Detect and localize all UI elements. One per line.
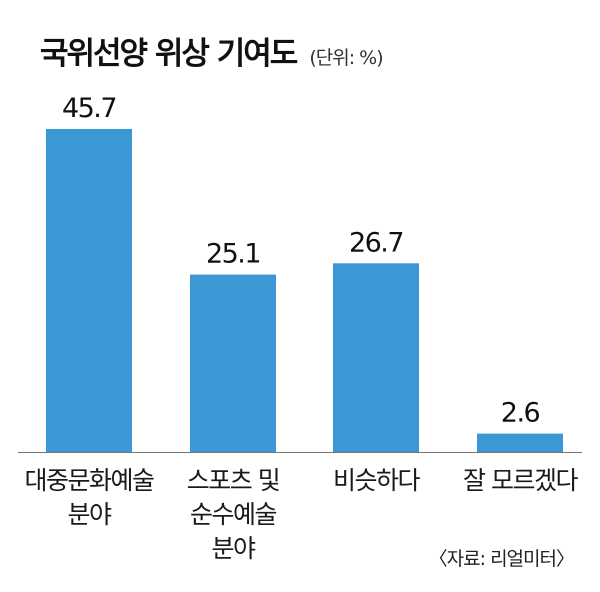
category-label-line: 스포츠 및	[186, 466, 281, 495]
data-label-1: 45.7	[62, 93, 116, 124]
category-label-line: 분야	[211, 534, 256, 563]
data-label-2: 25.1	[206, 239, 260, 270]
bar-2	[190, 274, 276, 452]
category-label-line: 잘 모르겠다	[463, 466, 578, 495]
data-label-3: 26.7	[349, 227, 403, 258]
bar-3	[333, 263, 419, 452]
category-label-line: 순수예술	[189, 500, 278, 529]
chart-title: 국위선양 위상 기여도	[40, 36, 298, 72]
category-label-4: 잘 모르겠다	[445, 464, 595, 498]
bar-4	[477, 433, 563, 452]
data-label-4: 2.6	[501, 398, 540, 429]
category-label-line: 대중문화예술	[24, 466, 155, 495]
chart-header: 국위선양 위상 기여도 (단위: %)	[40, 28, 384, 73]
category-label-line: 비슷하다	[332, 466, 421, 495]
category-label-line: 분야	[67, 500, 112, 529]
bar-1	[46, 129, 132, 452]
source-note: 〈자료: 리얼미터〉	[428, 548, 575, 570]
category-label-3: 비슷하다	[301, 464, 451, 498]
unit-label: (단위: %)	[309, 47, 383, 69]
